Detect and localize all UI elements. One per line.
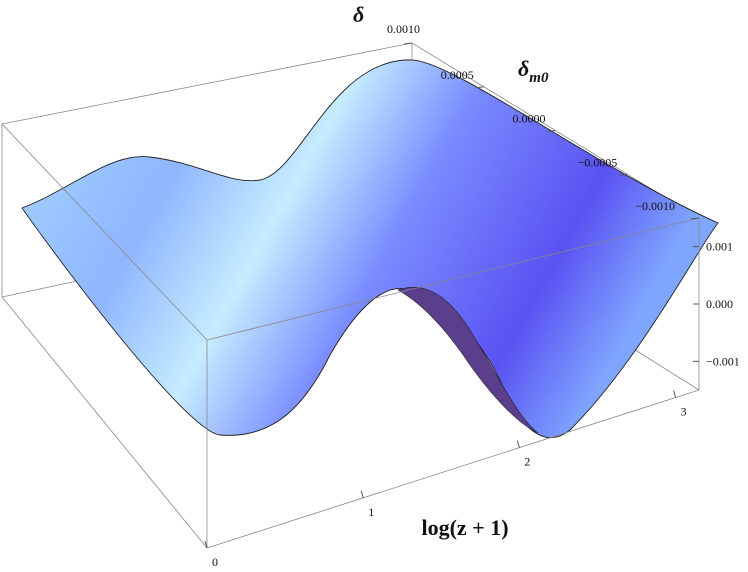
surface-top [21, 59, 719, 439]
y-tick-label: 0.0000 [513, 112, 546, 126]
y-tick [690, 217, 700, 220]
y-tick [475, 86, 484, 89]
y-tick-label: −0.0005 [577, 155, 617, 169]
z-tick-label: −0.001 [706, 354, 740, 368]
y-tick [619, 173, 628, 176]
z-tick-label: 0.000 [706, 297, 733, 311]
y-tick-label: −0.0010 [635, 199, 675, 213]
x-tick [204, 540, 208, 549]
x-tick [360, 490, 364, 498]
x-tick [516, 440, 520, 448]
x-axis-label: log(z + 1) [421, 515, 508, 540]
x-tick-label: 2 [524, 455, 530, 469]
z-axis: 0.001 0.000 −0.001 δ [353, 2, 740, 368]
z-axis-label: δ [353, 2, 364, 27]
box-front-edges [1, 123, 700, 549]
y-tick-label: 0.0005 [441, 68, 474, 82]
surface-underside [397, 286, 539, 434]
y-tick [403, 42, 413, 45]
x-tick-label: 0 [212, 555, 218, 569]
z-tick-label: 0.001 [706, 240, 733, 254]
x-axis: 0 1 2 3 log(z + 1) [204, 390, 687, 569]
y-axis-label: δm0 [518, 56, 549, 86]
x-tick-label: 3 [681, 405, 687, 419]
y-axis: 0.0010 0.0005 0.0000 −0.0005 −0.0010 δm0 [387, 22, 700, 220]
y-tick [547, 130, 556, 132]
x-tick [673, 390, 677, 398]
y-tick-label: 0.0010 [387, 22, 420, 36]
x-tick-label: 1 [368, 505, 374, 519]
